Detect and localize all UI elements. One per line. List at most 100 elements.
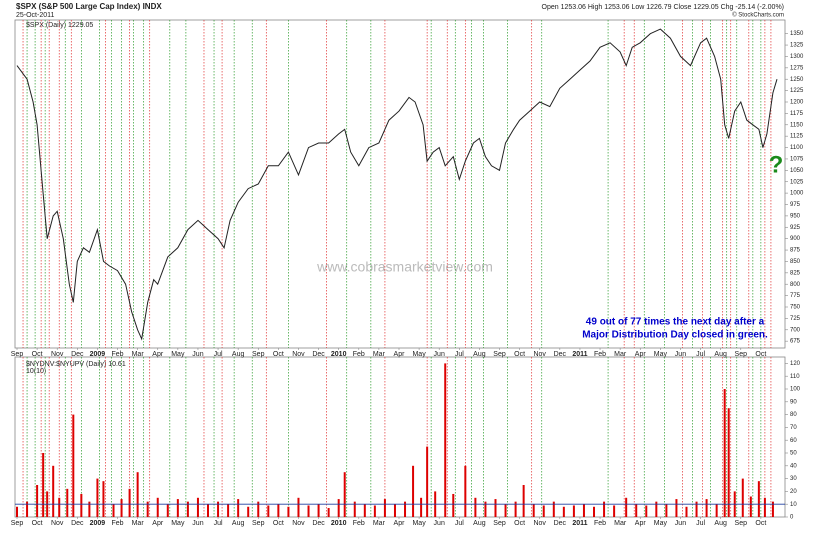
- y-tick-label: 120: [790, 361, 801, 367]
- bar: [337, 499, 340, 517]
- x-tick-label: Jul: [696, 351, 705, 358]
- bar: [52, 465, 55, 517]
- legend-entry: $NYDNV:$NYUPV (Daily) 10.61: [26, 361, 126, 368]
- y-tick-label: 1125: [790, 134, 804, 140]
- x-tick-label: 2011: [572, 351, 587, 358]
- bar: [307, 505, 310, 517]
- x-tick-label: Apr: [152, 520, 164, 527]
- x-tick-label: Mar: [132, 351, 145, 358]
- bar: [412, 465, 415, 517]
- x-tick-label: Nov: [292, 520, 305, 527]
- bar: [383, 499, 386, 517]
- bar: [675, 499, 678, 517]
- x-tick-label: Aug: [232, 520, 245, 527]
- bar: [532, 504, 535, 517]
- y-tick-label: 1300: [790, 54, 804, 60]
- bar: [393, 504, 396, 517]
- bar: [297, 497, 300, 517]
- y-tick-label: 725: [790, 316, 801, 322]
- bar: [176, 499, 179, 517]
- bar: [120, 499, 123, 517]
- chart-title: $SPX (S&P 500 Large Cap Index) INDX: [16, 2, 162, 11]
- y-tick-label: 775: [790, 293, 801, 299]
- bar: [705, 499, 708, 517]
- bar: [237, 499, 240, 517]
- bar: [327, 508, 330, 517]
- x-tick-label: Sep: [252, 351, 265, 358]
- bar: [247, 506, 250, 517]
- x-tick-label: Feb: [594, 520, 606, 527]
- bar: [635, 504, 638, 517]
- bar: [420, 497, 423, 517]
- y-tick-label: 60: [790, 438, 797, 444]
- bar: [685, 506, 688, 517]
- x-tick-label: Sep: [735, 520, 748, 527]
- annotation: Major Distribution Day closed in green.: [582, 330, 768, 341]
- x-tick-label: Jun: [192, 520, 203, 527]
- bar: [136, 472, 139, 517]
- bar: [404, 501, 407, 517]
- bar: [593, 506, 596, 517]
- y-tick-label: 1000: [790, 191, 804, 197]
- x-tick-label: Sep: [252, 520, 265, 527]
- x-tick-label: Jun: [192, 351, 203, 358]
- y-tick-label: 850: [790, 259, 801, 265]
- y-tick-label: 90: [790, 399, 797, 405]
- bar: [603, 501, 606, 517]
- bar: [277, 504, 280, 517]
- bar: [156, 497, 159, 517]
- x-tick-label: 2010: [331, 520, 347, 527]
- y-tick-label: 1150: [790, 122, 804, 128]
- watermark: www.cobrasmarketview.com: [316, 259, 493, 275]
- y-tick-label: 1325: [790, 43, 804, 49]
- bar: [749, 496, 752, 517]
- y-tick-label: 10: [790, 502, 797, 508]
- bar: [287, 506, 290, 517]
- x-tick-label: Feb: [112, 351, 124, 358]
- x-tick-label: Jul: [455, 520, 464, 527]
- y-tick-label: 0: [790, 515, 794, 521]
- y-tick-label: 20: [790, 489, 797, 495]
- bar: [542, 505, 545, 517]
- bar: [186, 501, 189, 517]
- bar: [343, 472, 346, 517]
- y-tick-label: 975: [790, 202, 801, 208]
- bar: [58, 497, 61, 517]
- x-tick-label: Feb: [112, 520, 124, 527]
- x-tick-label: Nov: [533, 520, 546, 527]
- x-tick-label: Mar: [373, 351, 386, 358]
- x-tick-label: May: [412, 351, 426, 358]
- bar: [484, 501, 487, 517]
- x-tick-label: Aug: [473, 520, 486, 527]
- y-tick-label: 1025: [790, 179, 804, 185]
- bar: [353, 501, 356, 517]
- bar: [363, 504, 366, 517]
- bar: [42, 453, 45, 517]
- x-tick-label: Feb: [353, 520, 365, 527]
- bar: [582, 504, 585, 517]
- bar: [552, 501, 555, 517]
- y-tick-label: 900: [790, 236, 801, 242]
- bar: [146, 501, 149, 517]
- x-tick-label: May: [171, 520, 185, 527]
- x-tick-label: Sep: [11, 520, 24, 527]
- bar: [267, 505, 270, 517]
- y-tick-label: 1275: [790, 65, 804, 71]
- bar: [723, 389, 726, 517]
- bar: [16, 506, 19, 517]
- bar: [464, 465, 467, 517]
- x-tick-label: Oct: [273, 351, 284, 358]
- bar: [72, 414, 75, 517]
- bar: [128, 488, 131, 517]
- x-tick-label: Dec: [71, 351, 84, 358]
- bar: [26, 501, 29, 517]
- x-tick-label: Jun: [434, 520, 445, 527]
- credit: © StockCharts.com: [732, 12, 784, 19]
- bar: [196, 497, 199, 517]
- x-tick-label: Sep: [493, 351, 506, 358]
- bar: [514, 501, 517, 517]
- question-mark: ?: [769, 151, 784, 178]
- bar: [96, 478, 99, 517]
- x-tick-label: Dec: [554, 520, 567, 527]
- x-tick-label: Mar: [373, 520, 386, 527]
